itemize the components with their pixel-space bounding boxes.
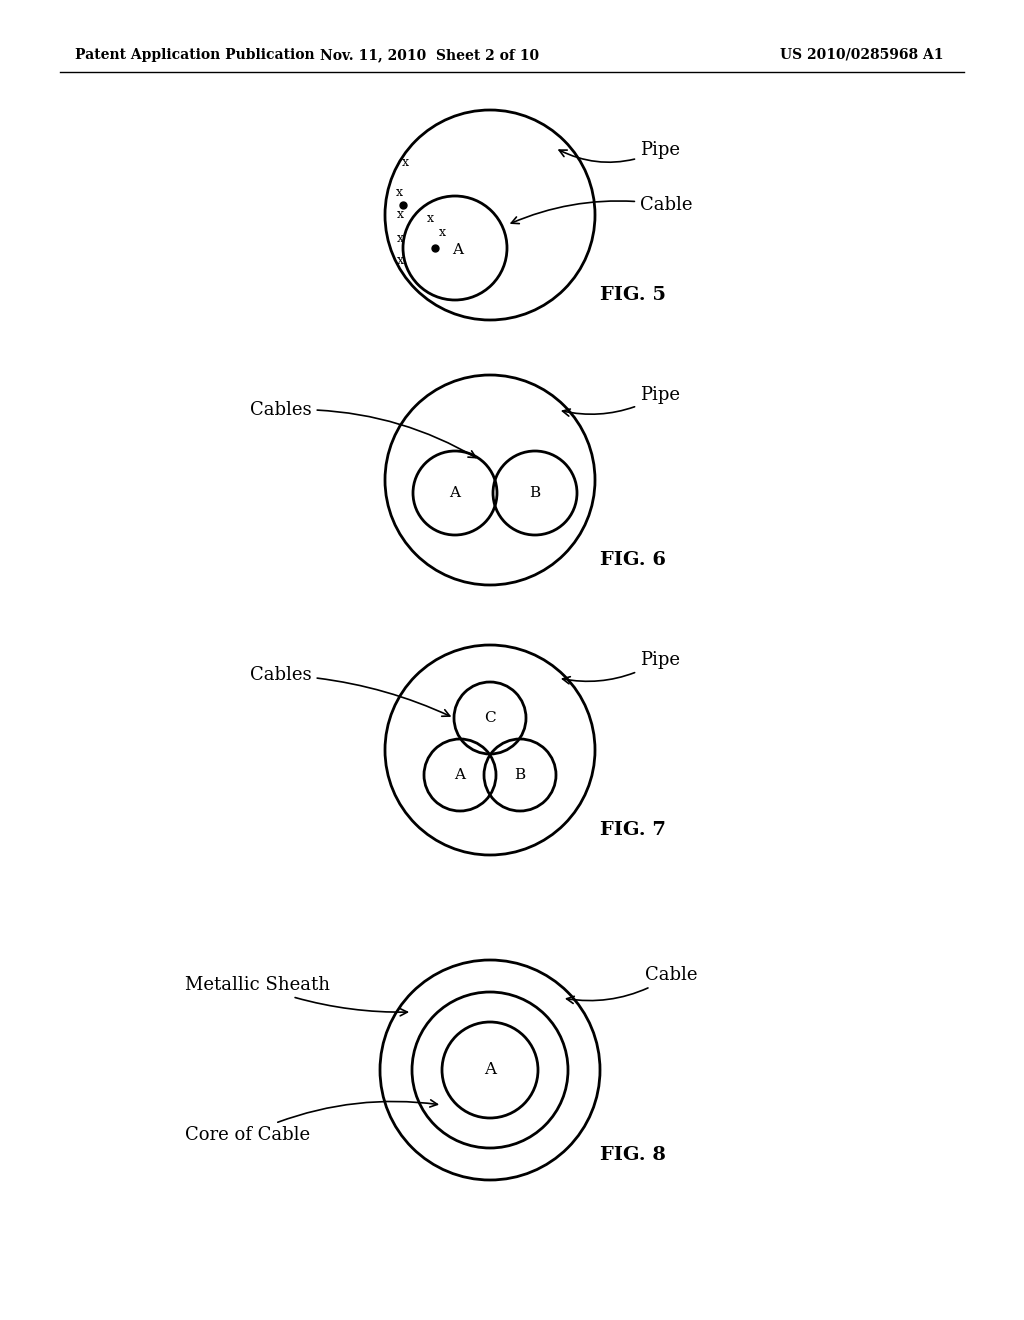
Text: Cable: Cable xyxy=(566,966,697,1003)
Text: Patent Application Publication: Patent Application Publication xyxy=(75,48,314,62)
Text: x: x xyxy=(427,211,433,224)
Text: Core of Cable: Core of Cable xyxy=(185,1100,437,1144)
Text: x: x xyxy=(396,231,403,244)
Text: A: A xyxy=(450,486,461,500)
Text: FIG. 6: FIG. 6 xyxy=(600,550,666,569)
Text: Cables: Cables xyxy=(250,401,476,458)
Text: Pipe: Pipe xyxy=(562,651,680,684)
Text: A: A xyxy=(455,768,466,781)
Text: Nov. 11, 2010  Sheet 2 of 10: Nov. 11, 2010 Sheet 2 of 10 xyxy=(321,48,540,62)
Text: A: A xyxy=(453,243,464,257)
Text: Cable: Cable xyxy=(511,195,692,223)
Text: Cables: Cables xyxy=(250,667,450,717)
Text: Metallic Sheath: Metallic Sheath xyxy=(185,975,408,1016)
Text: x: x xyxy=(438,226,445,239)
Text: FIG. 7: FIG. 7 xyxy=(600,821,666,840)
Text: US 2010/0285968 A1: US 2010/0285968 A1 xyxy=(780,48,943,62)
Text: C: C xyxy=(484,711,496,725)
Text: x: x xyxy=(396,209,403,222)
Text: B: B xyxy=(514,768,525,781)
Text: x: x xyxy=(401,157,409,169)
Text: B: B xyxy=(529,486,541,500)
Text: Pipe: Pipe xyxy=(562,385,680,416)
Text: Pipe: Pipe xyxy=(559,141,680,162)
Text: A: A xyxy=(484,1061,496,1078)
Text: x: x xyxy=(395,186,402,198)
Text: x: x xyxy=(396,253,403,267)
Text: FIG. 8: FIG. 8 xyxy=(600,1146,666,1164)
Text: FIG. 5: FIG. 5 xyxy=(600,286,666,304)
